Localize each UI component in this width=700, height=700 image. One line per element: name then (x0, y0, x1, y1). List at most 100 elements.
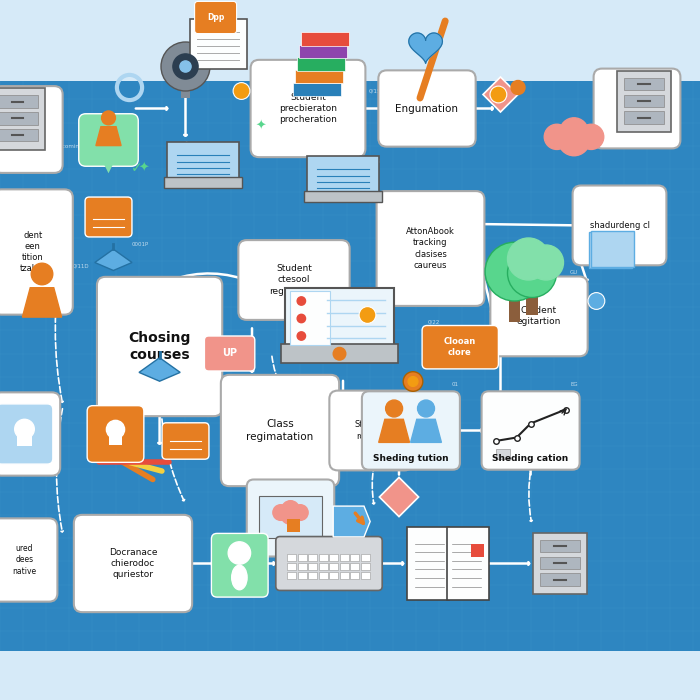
Circle shape (408, 377, 418, 386)
Text: 0/22: 0/22 (428, 319, 440, 325)
Polygon shape (333, 506, 370, 537)
Bar (350, 564, 359, 570)
Bar (287, 554, 296, 561)
Circle shape (508, 238, 550, 280)
FancyBboxPatch shape (295, 70, 343, 83)
FancyBboxPatch shape (0, 518, 57, 601)
Bar (298, 564, 307, 570)
FancyBboxPatch shape (422, 326, 498, 369)
Bar (540, 540, 580, 552)
FancyBboxPatch shape (211, 533, 268, 597)
FancyBboxPatch shape (162, 423, 209, 459)
FancyBboxPatch shape (195, 1, 237, 34)
FancyBboxPatch shape (258, 496, 322, 538)
Bar (318, 564, 328, 570)
Bar (308, 554, 317, 561)
FancyBboxPatch shape (617, 71, 671, 132)
Bar (471, 543, 484, 557)
Bar (540, 573, 580, 586)
Text: 02: 02 (256, 382, 262, 388)
Circle shape (15, 419, 34, 439)
FancyBboxPatch shape (281, 344, 398, 363)
Circle shape (490, 86, 507, 103)
FancyBboxPatch shape (0, 86, 63, 173)
FancyBboxPatch shape (167, 141, 239, 181)
Bar (318, 573, 328, 580)
Circle shape (173, 54, 198, 79)
Bar (308, 573, 317, 580)
Text: 0/15: 0/15 (368, 88, 381, 94)
Bar (108, 436, 122, 445)
Circle shape (161, 42, 210, 91)
Text: Class
regimatation: Class regimatation (246, 419, 314, 442)
Text: Clooan
clore: Clooan clore (444, 337, 476, 357)
Text: ✦: ✦ (139, 162, 148, 174)
Text: ured
dees
native: ured dees native (13, 545, 36, 575)
Text: Studont
rotibon: Studont rotibon (354, 421, 388, 440)
Text: Ctadent
egitartion: Ctadent egitartion (517, 307, 561, 326)
Circle shape (298, 314, 305, 323)
Bar (298, 554, 307, 561)
Circle shape (386, 400, 402, 417)
FancyBboxPatch shape (251, 60, 365, 157)
FancyBboxPatch shape (246, 480, 335, 556)
Bar (360, 554, 370, 561)
FancyBboxPatch shape (299, 45, 347, 58)
FancyBboxPatch shape (362, 391, 460, 470)
FancyBboxPatch shape (74, 515, 192, 612)
Bar (496, 449, 510, 459)
FancyBboxPatch shape (0, 0, 700, 80)
FancyBboxPatch shape (533, 533, 587, 594)
Circle shape (333, 347, 346, 360)
Bar (329, 554, 338, 561)
FancyBboxPatch shape (204, 336, 255, 371)
Circle shape (281, 500, 300, 519)
Circle shape (559, 125, 589, 156)
Polygon shape (139, 358, 180, 382)
Polygon shape (94, 249, 132, 270)
Circle shape (511, 80, 525, 94)
Bar (350, 573, 359, 580)
Text: 0/11D: 0/11D (72, 263, 89, 269)
FancyBboxPatch shape (591, 231, 634, 267)
Bar (526, 287, 538, 315)
Bar (287, 573, 296, 580)
FancyBboxPatch shape (293, 83, 341, 96)
Bar (287, 564, 296, 570)
Bar (360, 573, 370, 580)
Bar (0, 95, 38, 108)
Text: 0001P: 0001P (132, 242, 148, 248)
Text: EGP: EGP (250, 116, 261, 122)
FancyBboxPatch shape (573, 186, 666, 265)
Circle shape (281, 505, 300, 524)
Bar (18, 437, 32, 447)
Text: Chosing
courses: Chosing courses (128, 331, 191, 362)
Circle shape (588, 293, 605, 309)
Text: Dpp: Dpp (207, 13, 224, 22)
Bar (624, 111, 664, 124)
Circle shape (528, 245, 564, 280)
Circle shape (293, 505, 308, 520)
FancyBboxPatch shape (276, 536, 382, 591)
Polygon shape (483, 77, 518, 112)
Bar (624, 94, 664, 107)
Bar (340, 573, 349, 580)
Bar (0, 129, 38, 141)
FancyBboxPatch shape (78, 113, 139, 167)
FancyBboxPatch shape (0, 189, 73, 315)
Circle shape (508, 248, 556, 298)
Bar (340, 564, 349, 570)
Polygon shape (409, 33, 442, 63)
Text: 17: 17 (112, 144, 119, 150)
FancyBboxPatch shape (286, 288, 393, 350)
Bar (350, 554, 359, 561)
Text: nment: nment (12, 125, 44, 134)
Polygon shape (96, 127, 121, 146)
Circle shape (106, 420, 125, 438)
FancyBboxPatch shape (589, 232, 632, 268)
FancyBboxPatch shape (97, 277, 223, 416)
Polygon shape (379, 477, 419, 517)
Circle shape (228, 542, 251, 564)
Polygon shape (411, 419, 442, 442)
Text: comin n: comin n (62, 144, 85, 150)
